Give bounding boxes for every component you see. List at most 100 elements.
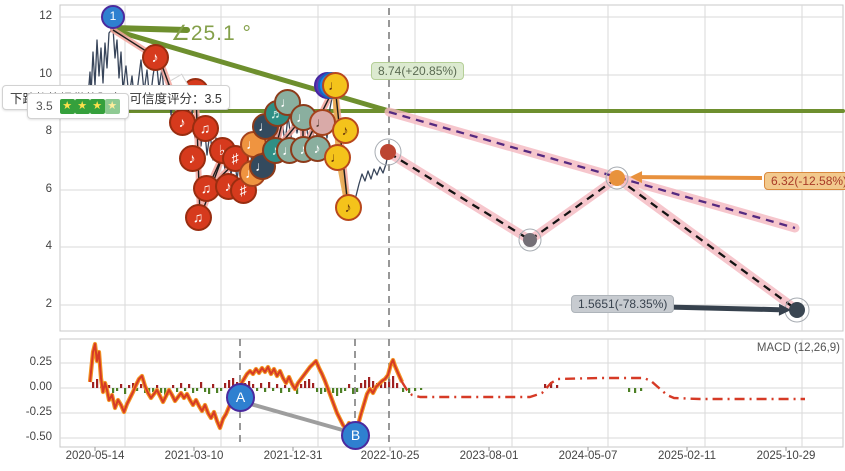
macd-histogram-bar bbox=[360, 383, 363, 388]
forecast-marker-mid-ring bbox=[605, 166, 629, 190]
macd-histogram-bar bbox=[550, 382, 553, 388]
x-tick-label: 2021-12-31 bbox=[263, 450, 323, 462]
macd-histogram-bar bbox=[272, 388, 275, 391]
macd-histogram-bar bbox=[160, 388, 163, 393]
music-note-icon: ♪ bbox=[313, 139, 321, 156]
macd-histogram-bar bbox=[256, 388, 259, 391]
macd-histogram-bar bbox=[132, 383, 135, 388]
x-tick-label: 2025-02-11 bbox=[658, 450, 716, 462]
x-tick-label: 2024-05-07 bbox=[558, 450, 618, 462]
macd-histogram-bar bbox=[116, 388, 119, 391]
macd-histogram-bar bbox=[312, 383, 315, 388]
forecast-marker-1-ring bbox=[518, 228, 542, 252]
macd-histogram-bar bbox=[324, 388, 327, 392]
macd-legend: MACD (12,26,9) bbox=[756, 342, 840, 354]
music-note-marker[interactable]: ♪ bbox=[331, 116, 359, 144]
macd-histogram-bar bbox=[92, 382, 95, 388]
macd-histogram-bar bbox=[164, 388, 167, 396]
macd-histogram-bar bbox=[184, 388, 187, 391]
music-note-marker[interactable]: ♪ bbox=[178, 144, 206, 172]
price-y-tick-label: 12 bbox=[39, 10, 52, 22]
low-target-arrow-shaft bbox=[665, 304, 780, 313]
confidence-score-box: 3.5 ★ ★ ★ ★ bbox=[27, 93, 129, 119]
macd-histogram-bar bbox=[368, 377, 371, 388]
x-tick-label: 2023-08-01 bbox=[459, 450, 519, 462]
macd-histogram-bar bbox=[640, 388, 643, 391]
macd-histogram-bar bbox=[300, 384, 303, 388]
low-target-annotation: 1.5651(-78.35%) bbox=[571, 295, 675, 313]
macd-histogram-bar bbox=[172, 385, 175, 388]
forecast-marker-1[interactable] bbox=[523, 233, 537, 247]
music-note-icon: ♩ bbox=[280, 93, 294, 110]
macd-point-b-badge[interactable]: B bbox=[341, 421, 370, 450]
music-note-icon: ♩ bbox=[255, 157, 269, 174]
mid-target-arrow-head bbox=[630, 171, 643, 184]
macd-histogram-bar bbox=[112, 388, 115, 393]
angle-base-line bbox=[110, 25, 190, 33]
macd-histogram-bar bbox=[228, 380, 231, 388]
macd-histogram-bar bbox=[220, 388, 223, 391]
macd-histogram-bar bbox=[396, 383, 399, 388]
star-icon: ★ bbox=[104, 99, 120, 114]
macd-histogram-bar bbox=[212, 384, 215, 388]
price-y-tick-label: 2 bbox=[45, 298, 52, 310]
price-y-tick-label: 10 bbox=[39, 68, 52, 80]
forecast-segment-2 bbox=[529, 177, 618, 241]
macd-histogram-bar bbox=[152, 388, 155, 392]
macd-histogram-bar bbox=[320, 388, 323, 394]
macd-histogram-bar bbox=[304, 381, 307, 388]
macd-y-tick-label: 0.25 bbox=[29, 356, 52, 368]
forecast-marker-mid[interactable] bbox=[609, 170, 625, 186]
macd-histogram-bar bbox=[392, 376, 395, 388]
music-note-marker[interactable]: ♩ bbox=[323, 143, 351, 171]
music-note-icon: ♩ bbox=[328, 76, 342, 93]
macd-histogram-bar bbox=[308, 379, 311, 388]
price-plot-border bbox=[59, 4, 844, 332]
pivot-1-badge[interactable]: 1 bbox=[101, 5, 125, 29]
macd-histogram-bar bbox=[280, 388, 283, 393]
music-note-icon: ♪ bbox=[300, 141, 307, 157]
macd-histogram-bar bbox=[268, 382, 271, 388]
macd-histogram-bar bbox=[252, 384, 255, 388]
x-tick-label: 2021-03-10 bbox=[164, 450, 224, 462]
macd-histogram-bar bbox=[544, 384, 547, 388]
macd-histogram-bar bbox=[128, 385, 131, 388]
music-note-marker[interactable]: ♫ bbox=[191, 114, 219, 142]
macd-histogram-bar bbox=[336, 388, 339, 396]
macd-histogram-bar bbox=[372, 381, 375, 388]
macd-histogram-bar bbox=[384, 382, 387, 388]
resistance-projection bbox=[388, 110, 796, 230]
macd-histogram-bar bbox=[344, 388, 347, 391]
music-note-marker[interactable]: ♫ bbox=[184, 203, 212, 231]
macd-histogram-bar bbox=[96, 379, 99, 388]
music-note-icon: ♫ bbox=[192, 208, 204, 225]
music-note-marker[interactable]: ♩ bbox=[321, 71, 349, 99]
music-note-icon: ♪ bbox=[178, 113, 186, 130]
macd-histogram-bar bbox=[192, 388, 195, 393]
music-note-icon: ♪ bbox=[224, 177, 232, 194]
forecast-marker-low[interactable] bbox=[789, 302, 805, 318]
macd-histogram-bar bbox=[260, 383, 263, 388]
macd-histogram-bar bbox=[196, 388, 199, 391]
macd-y-tick-label: 0.00 bbox=[29, 381, 52, 393]
macd-histogram-bar bbox=[248, 381, 251, 388]
macd-point-a-badge[interactable]: A bbox=[226, 383, 255, 412]
music-note-icon: ♪ bbox=[188, 149, 196, 166]
music-note-icon: ♪ bbox=[344, 198, 352, 215]
macd-histogram-bar bbox=[224, 383, 227, 388]
macd-histogram-bar bbox=[634, 388, 637, 393]
music-note-icon: ♪ bbox=[341, 121, 349, 138]
macd-y-tick-label: -0.50 bbox=[25, 431, 52, 443]
music-note-marker[interactable]: ♪ bbox=[141, 43, 169, 71]
macd-histogram-bar bbox=[352, 388, 355, 394]
macd-histogram-bar bbox=[188, 384, 191, 388]
music-note-marker[interactable]: ♪ bbox=[334, 193, 362, 221]
macd-histogram-bar bbox=[140, 384, 143, 388]
macd-histogram-bar bbox=[276, 384, 279, 388]
macd-histogram-bar bbox=[316, 388, 319, 392]
price-y-tick-label: 6 bbox=[45, 183, 52, 195]
macd-histogram-bar bbox=[216, 388, 219, 393]
macd-histogram-bar bbox=[124, 388, 127, 394]
current-price-marker[interactable] bbox=[380, 144, 396, 160]
macd-histogram-bar bbox=[204, 388, 207, 392]
